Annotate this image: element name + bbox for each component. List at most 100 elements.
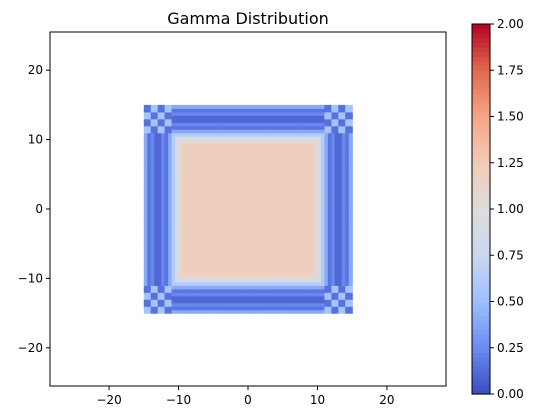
heatmap-cell — [238, 206, 242, 210]
heatmap-cell — [144, 285, 148, 289]
heatmap-cell — [258, 251, 262, 255]
heatmap-cell — [158, 306, 162, 310]
heatmap-cell — [203, 206, 207, 210]
heatmap-cell — [272, 164, 276, 168]
heatmap-cell — [345, 150, 349, 154]
heatmap-cell — [238, 115, 242, 119]
heatmap-cell — [338, 296, 342, 300]
heatmap-cell — [182, 233, 186, 237]
heatmap-cell — [245, 303, 249, 307]
heatmap-cell — [245, 188, 249, 192]
heatmap-cell — [182, 140, 186, 144]
heatmap-cell — [324, 199, 328, 203]
heatmap-cell — [206, 247, 210, 251]
heatmap-cell — [297, 122, 301, 126]
heatmap-cell — [154, 164, 158, 168]
heatmap-cell — [338, 206, 342, 210]
heatmap-cell — [175, 219, 179, 223]
heatmap-cell — [224, 306, 228, 310]
heatmap-cell — [217, 292, 221, 296]
heatmap-cell — [321, 261, 325, 265]
heatmap-cell — [324, 153, 328, 157]
heatmap-cell — [272, 108, 276, 112]
heatmap-cell — [144, 219, 148, 223]
heatmap-cell — [324, 299, 328, 303]
heatmap-cell — [276, 233, 280, 237]
heatmap-cell — [279, 209, 283, 213]
heatmap-cell — [158, 303, 162, 307]
heatmap-cell — [154, 258, 158, 262]
colorbar-segment — [472, 237, 490, 242]
heatmap-cell — [290, 188, 294, 192]
heatmap-cell — [151, 108, 155, 112]
heatmap-cell — [154, 209, 158, 213]
heatmap-cell — [172, 292, 176, 296]
heatmap-cell — [276, 160, 280, 164]
heatmap-cell — [342, 209, 346, 213]
heatmap-cell — [203, 237, 207, 241]
heatmap-cell — [217, 265, 221, 269]
heatmap-cell — [231, 261, 235, 265]
heatmap-cell — [300, 202, 304, 206]
heatmap-cell — [328, 188, 332, 192]
heatmap-cell — [192, 199, 196, 203]
heatmap-cell — [345, 237, 349, 241]
heatmap-cell — [234, 303, 238, 307]
heatmap-cell — [189, 226, 193, 230]
heatmap-cell — [307, 126, 311, 130]
heatmap-cell — [255, 119, 259, 123]
heatmap-cell — [328, 153, 332, 157]
heatmap-cell — [342, 192, 346, 196]
heatmap-cell — [158, 282, 162, 286]
heatmap-cell — [335, 212, 339, 216]
heatmap-cell — [220, 303, 224, 307]
heatmap-cell — [210, 299, 214, 303]
heatmap-cell — [192, 258, 196, 262]
heatmap-cell — [255, 133, 259, 137]
heatmap-cell — [182, 230, 186, 234]
heatmap-cell — [213, 171, 217, 175]
heatmap-cell — [227, 209, 231, 213]
heatmap-cell — [276, 105, 280, 109]
heatmap-cell — [255, 126, 259, 130]
heatmap-cell — [151, 209, 155, 213]
heatmap-cell — [293, 230, 297, 234]
heatmap-cell — [220, 181, 224, 185]
heatmap-cell — [328, 282, 332, 286]
heatmap-cell — [182, 275, 186, 279]
heatmap-cell — [262, 126, 266, 130]
heatmap-cell — [196, 126, 200, 130]
heatmap-cell — [196, 150, 200, 154]
heatmap-cell — [185, 226, 189, 230]
heatmap-cell — [317, 292, 321, 296]
heatmap-cell — [304, 115, 308, 119]
heatmap-cell — [151, 254, 155, 258]
heatmap-cell — [206, 164, 210, 168]
heatmap-cell — [304, 150, 308, 154]
heatmap-cell — [213, 223, 217, 227]
heatmap-cell — [258, 164, 262, 168]
heatmap-cell — [317, 143, 321, 147]
heatmap-cell — [335, 192, 339, 196]
heatmap-cell — [262, 119, 266, 123]
heatmap-cell — [342, 150, 346, 154]
heatmap-cell — [304, 126, 308, 130]
heatmap-cell — [210, 150, 214, 154]
heatmap-cell — [269, 268, 273, 272]
heatmap-cell — [234, 233, 238, 237]
heatmap-cell — [300, 188, 304, 192]
heatmap-cell — [248, 188, 252, 192]
heatmap-cell — [192, 289, 196, 293]
heatmap-cell — [304, 206, 308, 210]
heatmap-cell — [265, 140, 269, 144]
heatmap-cell — [245, 199, 249, 203]
heatmap-cell — [227, 195, 231, 199]
heatmap-cell — [328, 126, 332, 130]
heatmap-cell — [331, 174, 335, 178]
heatmap-cell — [293, 285, 297, 289]
heatmap-cell — [324, 247, 328, 251]
heatmap-cell — [342, 258, 346, 262]
heatmap-cell — [172, 226, 176, 230]
heatmap-cell — [321, 192, 325, 196]
heatmap-cell — [300, 178, 304, 182]
